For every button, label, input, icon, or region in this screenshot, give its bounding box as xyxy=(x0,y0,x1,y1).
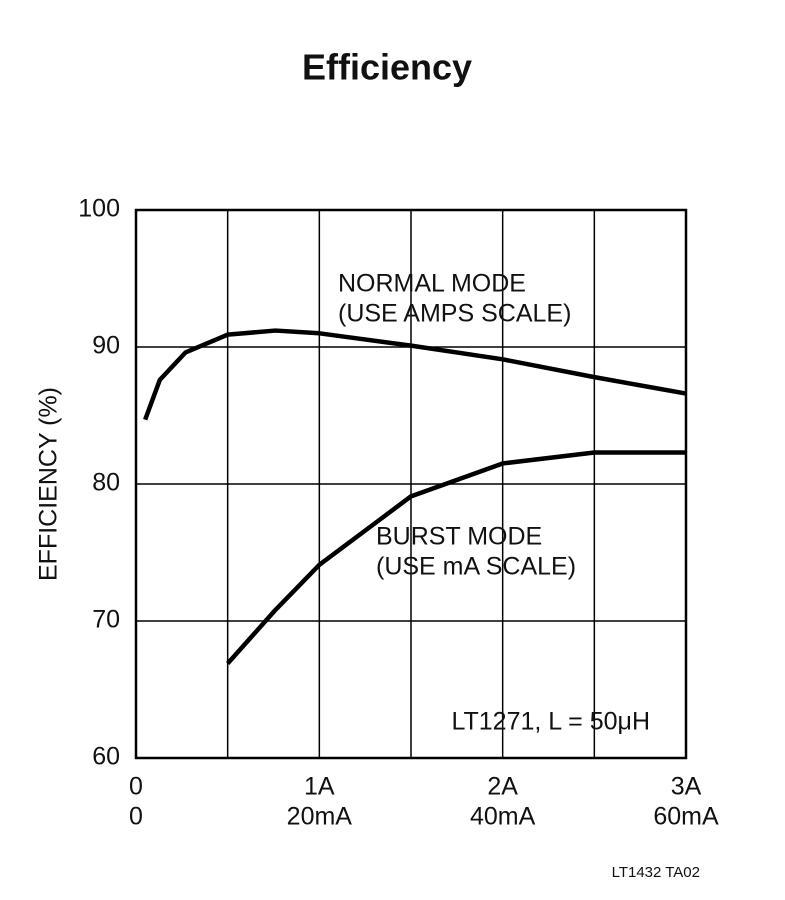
y-tick-label: 80 xyxy=(92,469,120,497)
annotation: LT1271, L = 50μH xyxy=(451,708,650,736)
chart-title: Efficiency xyxy=(302,47,472,88)
x2-tick-label: 60mA xyxy=(653,803,719,831)
series-label: BURST MODE xyxy=(376,523,542,551)
x-tick-label: 3A xyxy=(671,773,702,801)
x2-tick-label: 0 xyxy=(129,803,143,831)
footnote: LT1432 TA02 xyxy=(612,864,700,881)
x-tick-label: 2A xyxy=(487,773,518,801)
y-tick-label: 60 xyxy=(92,743,120,771)
x2-tick-label: 40mA xyxy=(470,803,536,831)
plot-frame xyxy=(134,208,688,760)
y-tick-label: 100 xyxy=(78,195,120,223)
series-label: NORMAL MODE xyxy=(338,270,526,298)
y-tick-label: 90 xyxy=(92,332,120,360)
line-series xyxy=(225,450,686,665)
x2-tick-label: 20mA xyxy=(287,803,353,831)
y-tick-label: 70 xyxy=(92,606,120,634)
y-axis-label: EFFICIENCY (%) xyxy=(35,387,63,581)
annotation: (USE AMPS SCALE) xyxy=(338,300,571,328)
x-tick-label: 0 xyxy=(129,773,143,801)
x-tick-label: 1A xyxy=(304,773,335,801)
annotation: (USE mA SCALE) xyxy=(376,553,576,581)
line-series xyxy=(143,328,687,421)
